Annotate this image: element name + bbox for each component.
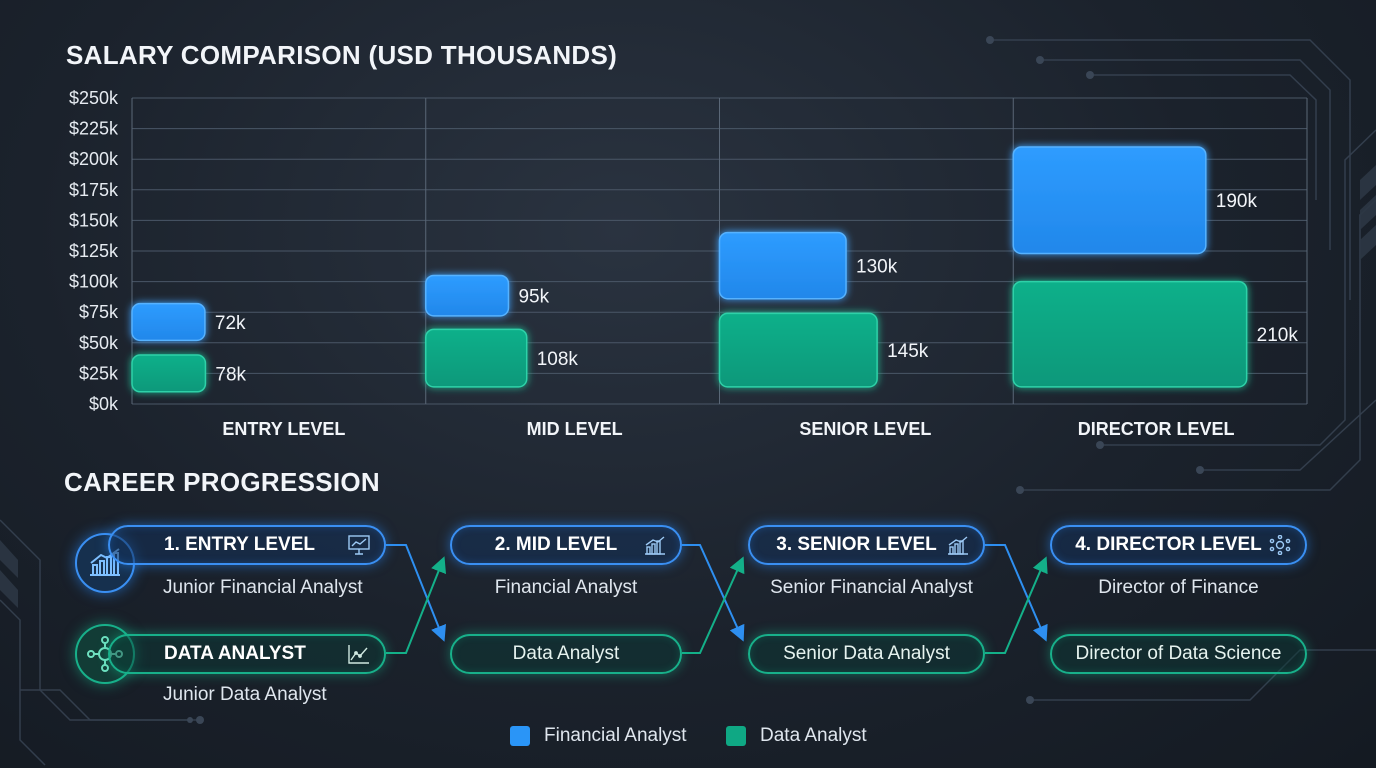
y-tick-label: $250k	[69, 88, 119, 108]
bar-financial-analyst	[425, 274, 510, 317]
role-junior-financial-analyst: Junior Financial Analyst	[163, 577, 363, 598]
role-senior-financial-analyst: Senior Financial Analyst	[770, 577, 973, 598]
chart-bars	[131, 146, 1248, 393]
salary-bar-chart: $0k $25k $50k $75k $100k $125k $150k $175k $200k…	[69, 88, 1308, 439]
bar-chart-icon	[948, 536, 968, 555]
chart-title: SALARY COMPARISON (USD THOUSANDS)	[66, 40, 618, 70]
career-progression-title: CAREER PROGRESSION	[64, 467, 381, 497]
step-mid-level-label: 2. MID LEVEL	[494, 534, 618, 555]
bar-data-analyst	[425, 328, 528, 388]
y-tick-label: $25k	[79, 363, 119, 383]
chart-labels: $0k $25k $50k $75k $100k $125k $150k $175k $200k…	[69, 88, 1298, 439]
data-label-data: 210k	[1257, 325, 1299, 346]
y-tick-label: $50k	[79, 333, 119, 353]
y-tick-label: $0k	[89, 394, 119, 414]
role-junior-data-analyst: Junior Data Analyst	[163, 684, 327, 705]
data-label-financial: 190k	[1216, 191, 1258, 212]
x-category-label: SENIOR LEVEL	[799, 419, 931, 439]
step-director-level[interactable]: 4. DIRECTOR LEVEL	[1050, 525, 1307, 565]
bar-data-analyst	[131, 354, 207, 393]
bar-data-analyst	[1012, 280, 1248, 388]
role-financial-analyst: Financial Analyst	[494, 577, 638, 598]
bar-financial-analyst	[1012, 146, 1207, 255]
y-tick-label: $125k	[69, 241, 119, 261]
x-category-label: ENTRY LEVEL	[222, 419, 345, 439]
line-chart-icon	[348, 645, 369, 664]
legend-swatch-data	[726, 726, 746, 746]
step-data-analyst-entry-label: DATA ANALYST	[164, 643, 306, 664]
step-senior-level[interactable]: 3. SENIOR LEVEL	[748, 525, 985, 565]
bar-financial-analyst	[718, 231, 847, 300]
y-tick-label: $75k	[79, 302, 119, 322]
y-tick-label: $175k	[69, 180, 119, 200]
x-category-label: DIRECTOR LEVEL	[1078, 419, 1235, 439]
bar-data-analyst	[718, 312, 878, 388]
bar-financial-analyst	[131, 302, 206, 342]
x-category-label: MID LEVEL	[527, 419, 623, 439]
data-label-data: 108k	[537, 349, 579, 370]
role-director-of-finance: Director of Finance	[1098, 577, 1259, 598]
data-label-financial: 130k	[856, 257, 898, 278]
step-data-analyst[interactable]: Data Analyst	[450, 634, 682, 674]
step-senior-data-analyst[interactable]: Senior Data Analyst	[748, 634, 985, 674]
y-tick-label: $150k	[69, 210, 119, 230]
legend-swatch-financial	[510, 726, 530, 746]
legend-financial-analyst: Financial Analyst	[510, 725, 687, 747]
legend-financial-label: Financial Analyst	[544, 725, 687, 746]
step-data-analyst-entry[interactable]: DATA ANALYST	[108, 634, 386, 674]
step-senior-level-label: 3. SENIOR LEVEL	[776, 534, 937, 555]
legend-data-label: Data Analyst	[760, 725, 867, 746]
step-entry-level-label: 1. ENTRY LEVEL	[164, 534, 315, 555]
y-tick-label: $100k	[69, 272, 119, 292]
data-label-financial: 95k	[518, 287, 549, 308]
presentation-chart-icon	[348, 535, 370, 555]
step-entry-level[interactable]: 1. ENTRY LEVEL	[108, 525, 386, 565]
data-label-data: 78k	[215, 364, 246, 385]
step-mid-level[interactable]: 2. MID LEVEL	[450, 525, 682, 565]
step-director-level-label: 4. DIRECTOR LEVEL	[1075, 534, 1262, 555]
data-label-data: 145k	[887, 341, 929, 362]
data-label-financial: 72k	[215, 313, 246, 334]
step-director-of-data-science[interactable]: Director of Data Science	[1050, 634, 1307, 674]
bar-chart-icon	[645, 536, 665, 555]
legend-data-analyst: Data Analyst	[726, 725, 867, 747]
network-hub-icon	[1269, 535, 1291, 555]
y-tick-label: $225k	[69, 119, 119, 139]
y-tick-label: $200k	[69, 149, 119, 169]
